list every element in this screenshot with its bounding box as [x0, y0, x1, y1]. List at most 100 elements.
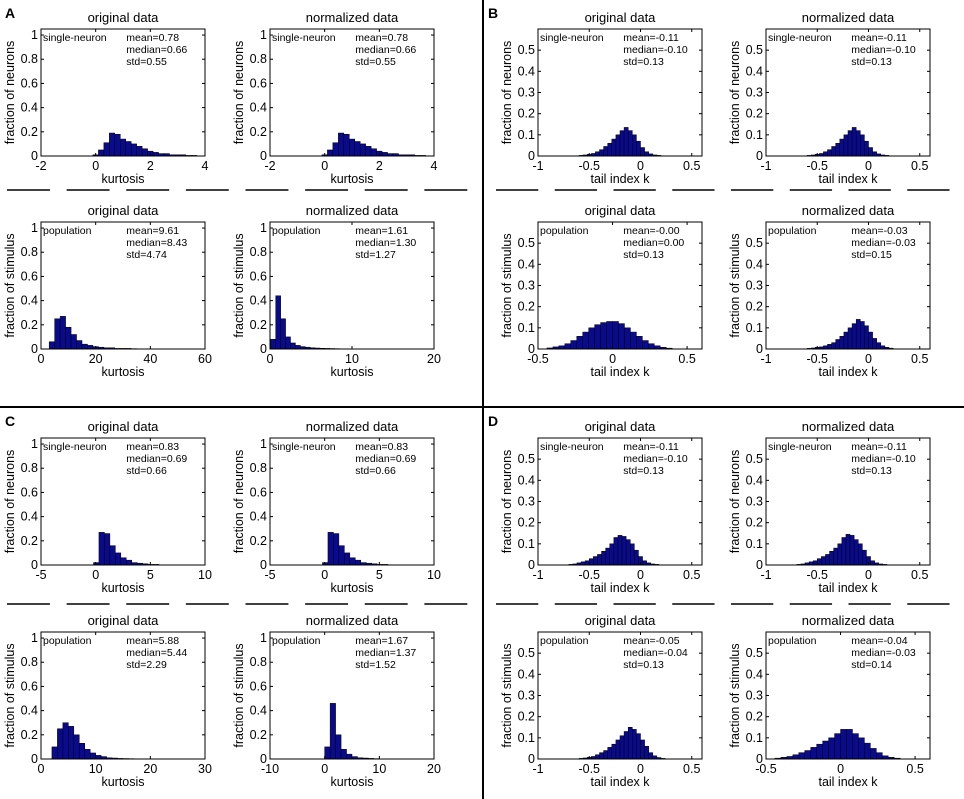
histogram-bar [62, 722, 69, 760]
y-tick-label: 0.2 [518, 710, 535, 724]
histogram-bar [827, 344, 832, 350]
y-tick-label: 0.3 [746, 86, 763, 100]
histogram-bar [812, 560, 818, 566]
histogram-bar [359, 143, 366, 157]
dataset-tag: single-neuron [540, 32, 604, 44]
histogram-bar [136, 146, 143, 157]
stat-line: std=0.14 [851, 659, 892, 671]
histogram-bar [338, 545, 345, 566]
y-tick-label: 0.5 [518, 646, 535, 660]
histogram-bar [798, 752, 806, 760]
stat-line: mean=0.83 [355, 441, 408, 453]
y-tick-label: 0.3 [518, 86, 535, 100]
x-axis-label: tail index k [818, 365, 878, 379]
x-tick-label: 0.5 [683, 159, 700, 173]
stat-line: median=1.30 [355, 237, 416, 249]
y-tick-label: 0.4 [518, 667, 535, 681]
histogram-bar [632, 134, 637, 157]
chart-title: normalized data [802, 10, 895, 25]
x-tick-label: 0.5 [911, 159, 928, 173]
x-axis-label: kurtosis [101, 775, 144, 789]
histogram-bar [858, 737, 865, 760]
histogram-bar [73, 734, 80, 760]
x-tick-label: 0.5 [911, 568, 928, 582]
y-tick-label: 0.4 [250, 101, 267, 115]
chart-title: original data [88, 10, 160, 25]
x-tick-label: 20 [427, 352, 441, 366]
histogram-bar [855, 130, 861, 157]
histogram-bar [872, 151, 877, 157]
y-tick-label: 0.5 [746, 236, 763, 250]
histogram-bar [54, 318, 61, 350]
stat-line: mean=-0.00 [623, 225, 679, 237]
histogram-bar [89, 752, 96, 760]
x-tick-label: 0 [637, 568, 644, 582]
y-tick-label: 0.4 [21, 704, 38, 718]
y-tick-label: 0 [260, 149, 267, 163]
x-axis-label: tail index k [818, 172, 878, 186]
histogram-bar [65, 326, 72, 350]
y-tick-label: 1 [260, 221, 267, 235]
chart-panel-b-7: -1 -0.5 0 0.5 0 0.1 0.2 0.3 0.4 0.5 normalized dat… [728, 203, 931, 379]
histogram-bar [849, 535, 855, 566]
stat-line: mean=0.78 [355, 32, 408, 44]
y-axis-label: fraction of neurons [728, 450, 742, 554]
plot-frame [40, 437, 206, 566]
x-tick-label: 10 [427, 568, 441, 582]
x-tick-label: 0 [609, 352, 616, 366]
histogram-bar [595, 754, 600, 760]
histogram-bar [98, 532, 105, 566]
y-tick-label: 0.1 [746, 731, 763, 745]
x-tick-label: 0.5 [911, 352, 928, 366]
histogram-bar [597, 554, 602, 566]
x-tick-label: -0.5 [755, 762, 777, 776]
x-tick-label: 20 [427, 762, 441, 776]
y-tick-label: 0.8 [21, 52, 38, 66]
histogram-bar [593, 556, 598, 566]
histogram-bar [644, 151, 649, 157]
chart-title: original data [88, 203, 160, 218]
histogram-bar [275, 295, 281, 350]
histogram-bar [841, 537, 847, 566]
y-tick-label: 0.8 [250, 655, 267, 669]
histogram-bar [280, 318, 286, 350]
stat-line: mean=-0.11 [623, 32, 679, 44]
x-axis-label: tail index k [818, 775, 878, 789]
chart-title: original data [88, 613, 160, 628]
y-tick-label: 0.2 [746, 107, 763, 121]
x-tick-label: -5 [35, 568, 46, 582]
x-tick-label: 0 [267, 352, 274, 366]
stat-line: median=-0.10 [851, 453, 916, 465]
panel-label-d: D [488, 413, 498, 429]
histogram-bar [804, 750, 811, 760]
y-tick-label: 0.5 [518, 452, 535, 466]
histogram-bar [115, 552, 122, 566]
y-tick-label: 0.8 [21, 461, 38, 475]
x-tick-label: -0.5 [806, 159, 828, 173]
y-tick-label: 0.2 [250, 125, 267, 139]
y-tick-label: 0.5 [746, 452, 763, 466]
stat-line: mean=1.67 [355, 635, 408, 647]
x-tick-label: 0 [837, 762, 844, 776]
histogram-bar [851, 127, 857, 157]
stat-line: std=0.13 [623, 249, 664, 261]
x-tick-label: 0.5 [683, 762, 700, 776]
stat-line: std=0.13 [623, 465, 664, 477]
y-tick-label: 1 [260, 631, 267, 645]
stat-line: median=-0.10 [623, 44, 688, 56]
histogram-bar [636, 336, 643, 350]
y-tick-label: 0.6 [250, 76, 267, 90]
x-tick-label: 0 [38, 352, 45, 366]
histogram-bar [839, 336, 845, 350]
histogram-bar [627, 727, 633, 760]
y-tick-label: 0 [528, 342, 535, 356]
histogram-bar [845, 534, 851, 566]
chart-title: normalized data [802, 613, 895, 628]
x-axis-label: tail index k [590, 775, 650, 789]
stat-line: median=0.69 [126, 453, 187, 465]
x-tick-label: 0 [637, 159, 644, 173]
